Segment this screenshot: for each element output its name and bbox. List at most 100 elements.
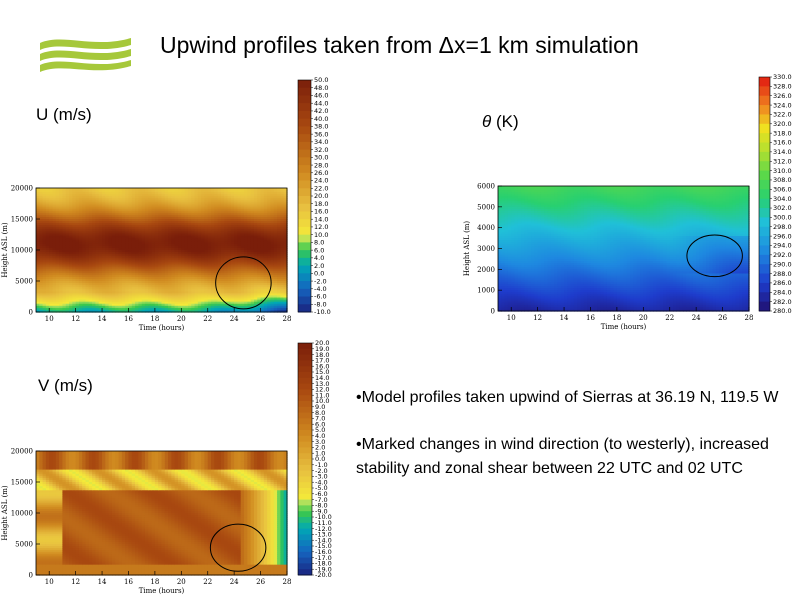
field-cell	[277, 262, 281, 266]
field-cell	[267, 309, 272, 313]
field-cell	[98, 245, 103, 249]
field-cell	[511, 202, 516, 206]
field-cell	[283, 278, 288, 282]
field-cell	[250, 200, 255, 204]
field-cell	[201, 307, 206, 311]
field-cell	[49, 227, 54, 230]
field-cell	[125, 208, 130, 212]
field-cell	[181, 281, 186, 284]
field-cell	[267, 208, 272, 212]
field-cell	[121, 287, 126, 290]
colorbar-label: 36.0	[314, 130, 328, 138]
field-cell	[507, 281, 512, 285]
field-cell	[138, 293, 143, 297]
field-cell	[194, 268, 199, 272]
field-cell	[220, 206, 225, 210]
field-cell	[168, 297, 173, 301]
field-cell	[187, 206, 192, 210]
field-cell	[240, 256, 245, 259]
field-cell	[207, 192, 212, 195]
field-cell	[144, 264, 149, 268]
field-cell	[161, 303, 166, 307]
field-cell	[75, 243, 80, 247]
field-cell	[164, 307, 169, 311]
field-cell	[260, 245, 265, 249]
field-cell	[230, 212, 235, 216]
field-cell	[52, 260, 57, 263]
field-cell	[273, 264, 278, 268]
field-cell	[277, 192, 281, 195]
field-cell	[144, 188, 149, 191]
field-cell	[181, 256, 186, 259]
field-cell	[504, 190, 509, 193]
field-cell	[234, 192, 239, 195]
field-cell	[62, 289, 67, 292]
field-cell	[267, 188, 272, 191]
field-cell	[78, 252, 83, 255]
field-cell	[95, 272, 100, 276]
field-cell	[217, 287, 222, 290]
field-cell	[234, 188, 239, 191]
colorbar-label: 16.0	[314, 208, 328, 216]
field-cell	[184, 258, 189, 261]
field-cell	[501, 223, 506, 227]
field-cell	[42, 258, 47, 261]
field-cell	[62, 283, 67, 286]
field-cell	[250, 293, 255, 297]
field-cell	[283, 247, 288, 251]
field-cell	[498, 192, 502, 195]
field-cell	[65, 258, 70, 261]
field-cell	[280, 250, 285, 253]
field-cell	[250, 219, 255, 222]
field-cell	[92, 307, 97, 311]
field-cell	[260, 192, 265, 195]
field-cell	[184, 239, 189, 243]
field-cell	[69, 278, 73, 282]
field-cell	[498, 300, 502, 304]
field-cell	[237, 200, 242, 204]
field-cell	[511, 296, 516, 300]
field-cell	[237, 301, 242, 305]
field-cell	[247, 188, 252, 191]
field-cell	[178, 241, 182, 245]
field-cell	[171, 287, 176, 290]
field-cell	[214, 231, 219, 235]
field-cell	[181, 247, 186, 251]
field-cell	[197, 295, 202, 299]
field-cell	[108, 235, 113, 239]
field-cell	[164, 258, 169, 261]
field-cell	[138, 305, 143, 309]
field-cell	[184, 293, 189, 297]
field-cell	[118, 274, 123, 278]
field-cell	[168, 243, 173, 247]
field-cell	[204, 221, 209, 224]
field-cell	[504, 219, 509, 223]
field-cell	[42, 237, 47, 241]
field-cell	[263, 247, 268, 251]
field-cell	[174, 266, 179, 270]
field-cell	[224, 225, 229, 228]
field-cell	[273, 237, 278, 241]
field-cell	[507, 267, 512, 270]
field-cell	[148, 202, 153, 206]
field-cell	[267, 200, 272, 204]
field-cell	[128, 281, 133, 284]
field-cell	[52, 285, 57, 288]
field-cell	[207, 285, 212, 288]
field-cell	[55, 281, 60, 284]
field-cell	[45, 221, 50, 224]
field-cell	[280, 216, 285, 220]
field-cell	[98, 233, 103, 237]
field-cell	[154, 289, 159, 292]
field-cell	[36, 231, 40, 235]
field-cell	[78, 278, 83, 282]
field-cell	[191, 262, 196, 266]
field-cell	[154, 202, 159, 206]
field-cell	[55, 270, 60, 274]
field-cell	[102, 254, 106, 257]
field-cell	[121, 281, 126, 284]
field-cell	[72, 241, 77, 245]
field-cell	[277, 256, 281, 259]
field-cell	[82, 264, 87, 268]
field-cell	[247, 204, 252, 208]
